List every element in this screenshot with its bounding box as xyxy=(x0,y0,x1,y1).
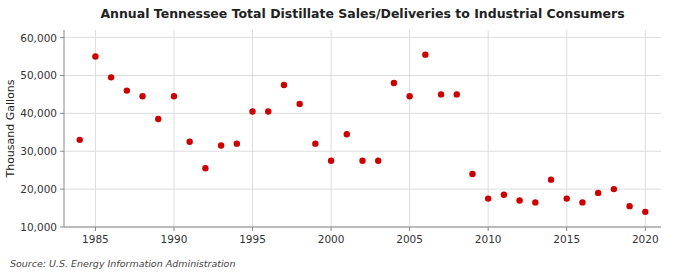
point xyxy=(406,93,412,99)
x-tick xyxy=(331,227,332,231)
x-tick-label: 2005 xyxy=(396,233,423,245)
y-grid-line xyxy=(64,75,661,76)
x-tick-label: 1995 xyxy=(239,233,266,245)
x-grid-line xyxy=(331,30,332,227)
x-tick xyxy=(95,227,96,231)
point xyxy=(548,176,554,182)
y-axis-line xyxy=(64,30,65,227)
point xyxy=(359,158,365,164)
x-tick-label: 2015 xyxy=(553,233,580,245)
point xyxy=(454,91,460,97)
point xyxy=(642,209,648,215)
point xyxy=(171,93,177,99)
y-tick xyxy=(60,37,64,38)
y-tick-label: 30,000 xyxy=(20,145,57,157)
point xyxy=(564,195,570,201)
point xyxy=(438,91,444,97)
x-tick-label: 2010 xyxy=(475,233,502,245)
y-grid-line xyxy=(64,189,661,190)
point xyxy=(296,101,302,107)
y-grid-line xyxy=(64,37,661,38)
y-tick xyxy=(60,189,64,190)
x-tick xyxy=(409,227,410,231)
point xyxy=(77,137,83,143)
point xyxy=(485,195,491,201)
point xyxy=(202,165,208,171)
x-axis-line xyxy=(64,227,661,228)
point xyxy=(422,51,428,57)
title: Annual Tennessee Total Distillate Sales/… xyxy=(100,6,624,21)
x-grid-line xyxy=(173,30,174,227)
point xyxy=(626,203,632,209)
point xyxy=(155,116,161,122)
y-tick xyxy=(60,227,64,228)
x-tick-label: 2020 xyxy=(632,233,659,245)
x-grid-line xyxy=(409,30,410,227)
source: Source: U.S. Energy Information Administ… xyxy=(10,258,235,269)
y-grid-line xyxy=(64,113,661,114)
x-grid-line xyxy=(645,30,646,227)
x-tick-label: 1990 xyxy=(161,233,188,245)
y-tick xyxy=(60,75,64,76)
point xyxy=(501,192,507,198)
point xyxy=(312,140,318,146)
y-tick xyxy=(60,151,64,152)
point xyxy=(344,131,350,137)
point xyxy=(108,74,114,80)
x-tick-label: 1985 xyxy=(82,233,109,245)
point xyxy=(579,199,585,205)
x-tick-label: 2000 xyxy=(318,233,345,245)
x-tick xyxy=(252,227,253,231)
point xyxy=(469,171,475,177)
x-tick xyxy=(488,227,489,231)
x-tick xyxy=(645,227,646,231)
y-tick-label: 50,000 xyxy=(20,69,57,81)
point xyxy=(375,158,381,164)
point xyxy=(124,87,130,93)
points xyxy=(77,51,649,215)
y-tick-label: 40,000 xyxy=(20,107,57,119)
point xyxy=(595,190,601,196)
point xyxy=(92,53,98,59)
point xyxy=(234,140,240,146)
x-tick xyxy=(566,227,567,231)
point xyxy=(249,108,255,114)
y-grid-line xyxy=(64,227,661,228)
x-grid-line xyxy=(252,30,253,227)
chart: Annual Tennessee Total Distillate Sales/… xyxy=(0,0,675,275)
point xyxy=(516,197,522,203)
y-tick xyxy=(60,113,64,114)
y-tick-label: 20,000 xyxy=(20,183,57,195)
y-tick-label: 10,000 xyxy=(20,221,57,233)
x-tick xyxy=(173,227,174,231)
point xyxy=(281,82,287,88)
y-tick-label: 60,000 xyxy=(20,32,57,44)
point xyxy=(391,80,397,86)
point xyxy=(532,199,538,205)
y-axis-label: Thousand Gallons xyxy=(4,79,17,178)
grid xyxy=(64,30,661,227)
point xyxy=(265,108,271,114)
point xyxy=(186,139,192,145)
point xyxy=(218,142,224,148)
point xyxy=(328,158,334,164)
point xyxy=(611,186,617,192)
point xyxy=(139,93,145,99)
y-grid-line xyxy=(64,151,661,152)
